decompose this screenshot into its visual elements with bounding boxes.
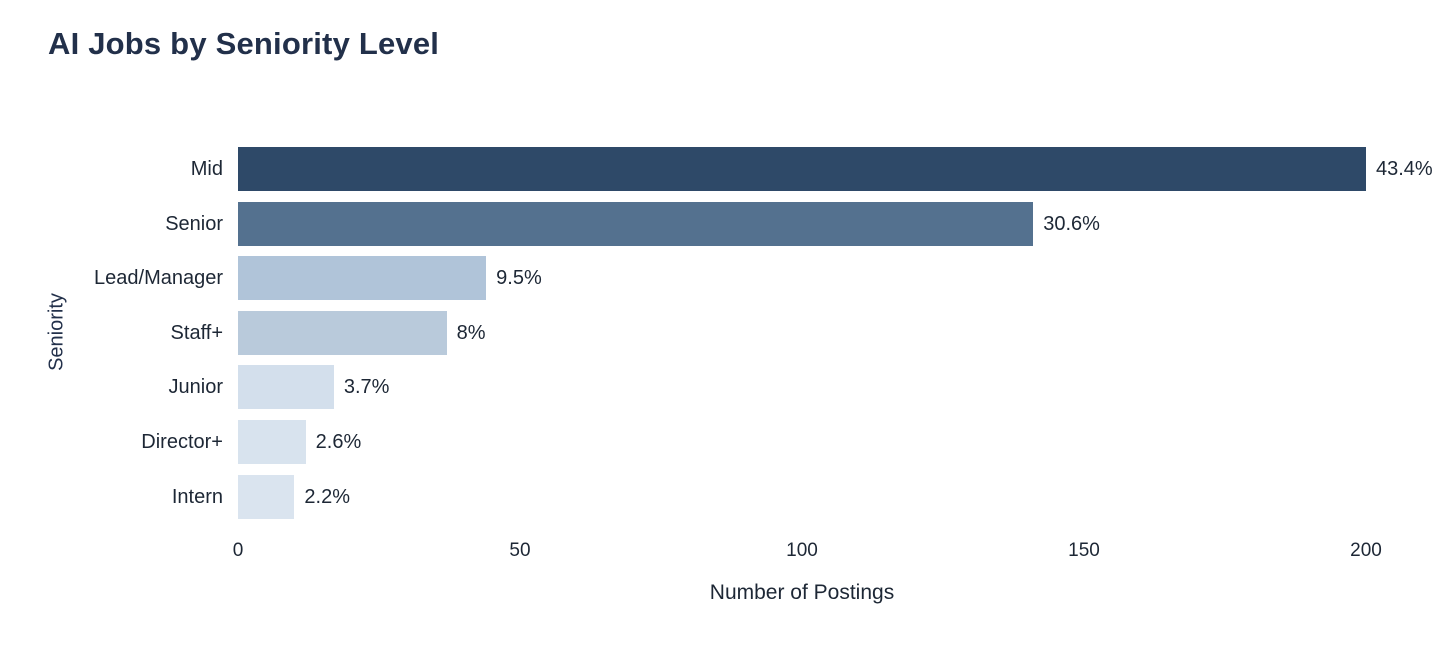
bar-lead-manager [238, 256, 487, 301]
category-label: Director+ [141, 431, 223, 453]
category-label: Mid [190, 158, 223, 180]
bar-row: Mid 43.4% [191, 147, 1433, 191]
bar-value-label: 2.2% [304, 485, 350, 508]
bar-director- [238, 420, 306, 464]
bar-row: Lead/Manager 9.5% [94, 256, 1366, 301]
bar-value-label: 8% [456, 321, 486, 344]
bar-value-label: 2.6% [315, 431, 362, 453]
bar-value-label: 3.7% [343, 376, 390, 399]
bar-value-label: 30.6% [1043, 212, 1100, 235]
bar-row: Intern 2.2% [172, 474, 1366, 519]
x-tick-label: 200 [1350, 540, 1382, 561]
bar-staff- [238, 310, 447, 355]
category-label: Senior [165, 212, 223, 235]
bar-value-label: 9.5% [496, 267, 542, 290]
chart-title: AI Jobs by Seniority Level [48, 26, 440, 61]
x-tick-label: 150 [1068, 540, 1100, 561]
bar-row: Staff+ 8% [171, 310, 1366, 355]
category-label: Intern [171, 485, 223, 508]
x-tick-label: 100 [786, 540, 818, 561]
bar-intern [238, 474, 295, 519]
x-tick-label: 50 [509, 540, 531, 561]
category-label: Junior [168, 376, 223, 399]
bar-row: Director+ 2.6% [141, 420, 1366, 464]
bar-row: Senior 30.6% [165, 201, 1366, 246]
bar-senior [238, 201, 1034, 246]
x-axis-ticks: 0 50 100 150 200 [233, 540, 1382, 564]
category-label: Lead/Manager [94, 267, 223, 290]
category-label: Staff+ [170, 321, 223, 344]
plot-area: Mid 43.4% Senior 30.6% Lead/Manager 9.5% Staff… [94, 147, 1433, 519]
x-axis-title: Number of Postings [709, 581, 895, 604]
bar-junior [238, 365, 334, 410]
bar-mid [238, 147, 1366, 191]
bar-row: Junior 3.7% [169, 365, 1366, 410]
x-tick-label: 0 [232, 540, 244, 561]
bar-value-label: 43.4% [1376, 158, 1433, 180]
